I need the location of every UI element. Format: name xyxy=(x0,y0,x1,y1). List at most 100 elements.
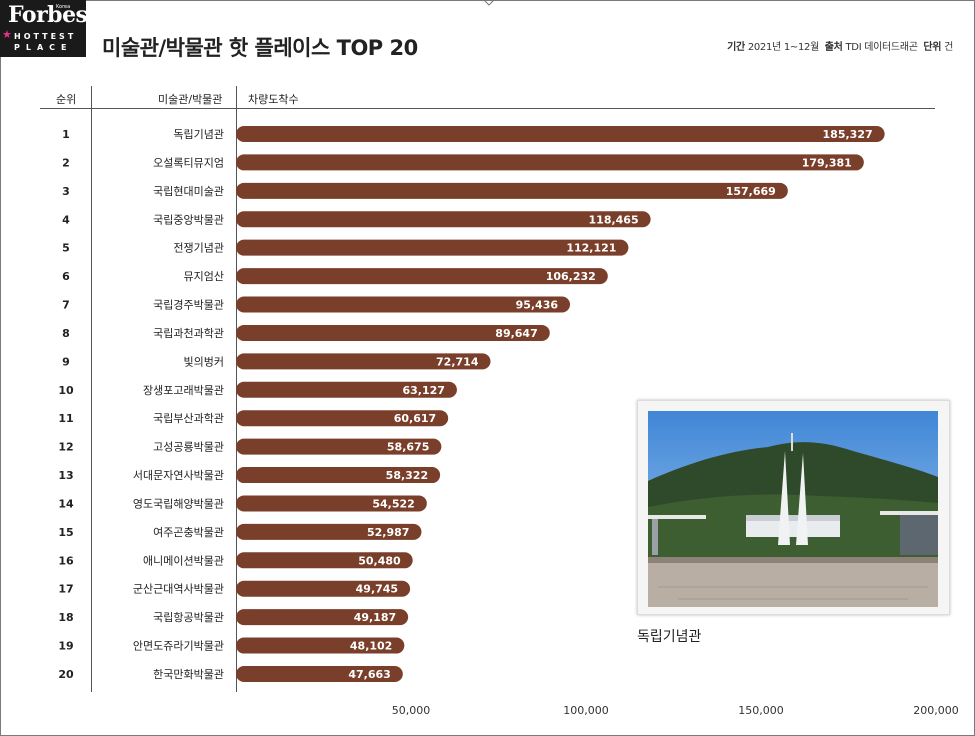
unit-label: 단위 xyxy=(923,42,942,53)
rank-label: 15 xyxy=(58,526,73,539)
top-notch-icon xyxy=(483,0,495,6)
museum-name-label: 뮤지엄산 xyxy=(184,270,224,283)
column-header-metric: 차량도착수 xyxy=(248,93,299,106)
bar xyxy=(236,665,403,682)
rank-label: 11 xyxy=(58,412,73,425)
bar-value-label: 179,381 xyxy=(802,156,852,169)
bar-value-label: 60,617 xyxy=(394,412,436,425)
bar-value-label: 106,232 xyxy=(546,270,596,283)
bar xyxy=(236,495,427,512)
museum-name-label: 국립과천과학관 xyxy=(153,326,224,340)
museum-name-label: 한국만화박물관 xyxy=(153,668,224,681)
bar-value-label: 49,745 xyxy=(356,583,398,596)
x-tick-label: 150,000 xyxy=(738,704,784,717)
museum-name-label: 안면도쥬라기박물관 xyxy=(133,640,224,653)
bar-value-label: 52,987 xyxy=(367,526,409,539)
rank-label: 8 xyxy=(62,327,70,340)
rank-label: 12 xyxy=(58,441,73,454)
source-label: 출처 xyxy=(824,42,843,53)
bar xyxy=(236,637,405,654)
x-tick-label: 200,000 xyxy=(913,704,959,717)
logo-hottest: HOTTEST xyxy=(14,32,77,41)
bar-value-label: 63,127 xyxy=(402,384,444,397)
rank-label: 10 xyxy=(58,384,74,397)
museum-name-label: 고성공룡박물관 xyxy=(153,441,224,454)
museum-name-label: 국립중앙박물관 xyxy=(153,213,224,226)
museum-name-label: 국립항공박물관 xyxy=(153,611,224,624)
pink-star-icon: ★ xyxy=(2,28,12,41)
museum-name-label: 독립기념관 xyxy=(173,128,224,141)
museum-name-label: 빛의벙커 xyxy=(184,355,224,368)
x-tick-label: 50,000 xyxy=(392,704,431,717)
bar xyxy=(236,296,571,313)
museum-name-label: 군산근대역사박물관 xyxy=(133,583,224,596)
museum-name-label: 장생포고래박물관 xyxy=(143,384,224,397)
forbes-hottest-place-logo: Forbes Korea ★ HOTTEST PLACE xyxy=(0,0,88,57)
bar xyxy=(236,523,422,540)
bar xyxy=(236,126,885,142)
page-title: 미술관/박물관 핫 플레이스 TOP 20 xyxy=(102,36,418,60)
photo-caption: 독립기념관 xyxy=(637,629,702,645)
chart-meta: 기간 2021년 1~12월 출처 TDI 데이터드래곤 단위 건 xyxy=(727,38,953,53)
rank-label: 18 xyxy=(58,611,73,624)
column-header-name: 미술관/박물관 xyxy=(158,93,223,106)
bar-value-label: 50,480 xyxy=(358,554,401,567)
bar-value-label: 49,187 xyxy=(354,611,396,624)
x-tick-label: 100,000 xyxy=(563,704,609,717)
rank-label: 5 xyxy=(62,242,70,255)
source-value: TDI 데이터드래곤 xyxy=(845,42,918,53)
rank-label: 6 xyxy=(62,270,70,283)
logo-korea: Korea xyxy=(56,4,71,10)
rank-label: 16 xyxy=(58,554,74,567)
museum-name-label: 전쟁기념관 xyxy=(173,242,224,255)
rank-label: 7 xyxy=(62,299,70,312)
bar-value-label: 58,322 xyxy=(386,469,428,482)
bar-value-label: 95,436 xyxy=(516,299,559,312)
museum-name-label: 오설록티뮤지엄 xyxy=(153,156,224,169)
bar-value-label: 118,465 xyxy=(589,213,639,226)
rank-label: 2 xyxy=(62,156,70,169)
bar xyxy=(236,268,608,285)
museum-name-label: 여주곤충박물관 xyxy=(153,526,224,539)
bar xyxy=(236,154,864,171)
rank-label: 1 xyxy=(62,128,70,141)
independence-hall-photo xyxy=(648,411,938,607)
bar xyxy=(236,324,550,341)
bar xyxy=(236,381,457,398)
column-header-rank: 순위 xyxy=(56,93,77,106)
bar-value-label: 54,522 xyxy=(372,497,414,510)
museum-name-label: 애니메이션박물관 xyxy=(143,554,224,567)
bar xyxy=(236,353,491,370)
rank-label: 3 xyxy=(62,185,70,198)
rank-label: 17 xyxy=(58,583,73,596)
period-label: 기간 xyxy=(727,42,745,53)
photo-frame xyxy=(637,400,950,615)
bar xyxy=(236,182,788,199)
museum-name-label: 서대문자연사박물관 xyxy=(133,469,224,482)
bar xyxy=(236,580,411,597)
logo-brand: Forbes xyxy=(8,2,88,28)
rank-label: 9 xyxy=(62,355,70,368)
header-divider xyxy=(40,108,935,109)
museum-name-label: 국립부산과학관 xyxy=(153,412,224,425)
logo-place: PLACE xyxy=(14,43,73,52)
rank-label: 20 xyxy=(58,668,74,681)
bar xyxy=(236,438,442,455)
bar-value-label: 157,669 xyxy=(726,185,776,198)
bar xyxy=(236,552,413,569)
rank-label: 19 xyxy=(58,640,73,653)
bar-value-label: 185,327 xyxy=(823,128,873,141)
rank-column-divider xyxy=(91,86,92,692)
unit-value: 건 xyxy=(944,42,953,53)
bar xyxy=(236,211,651,228)
bar xyxy=(236,467,441,484)
rank-label: 13 xyxy=(58,469,73,482)
bar xyxy=(236,609,409,626)
museum-name-label: 국립현대미술관 xyxy=(153,185,224,198)
bar xyxy=(236,410,449,427)
rank-label: 4 xyxy=(62,213,70,226)
bar-value-label: 72,714 xyxy=(436,355,479,368)
rank-label: 14 xyxy=(58,497,74,510)
bar xyxy=(236,239,629,256)
